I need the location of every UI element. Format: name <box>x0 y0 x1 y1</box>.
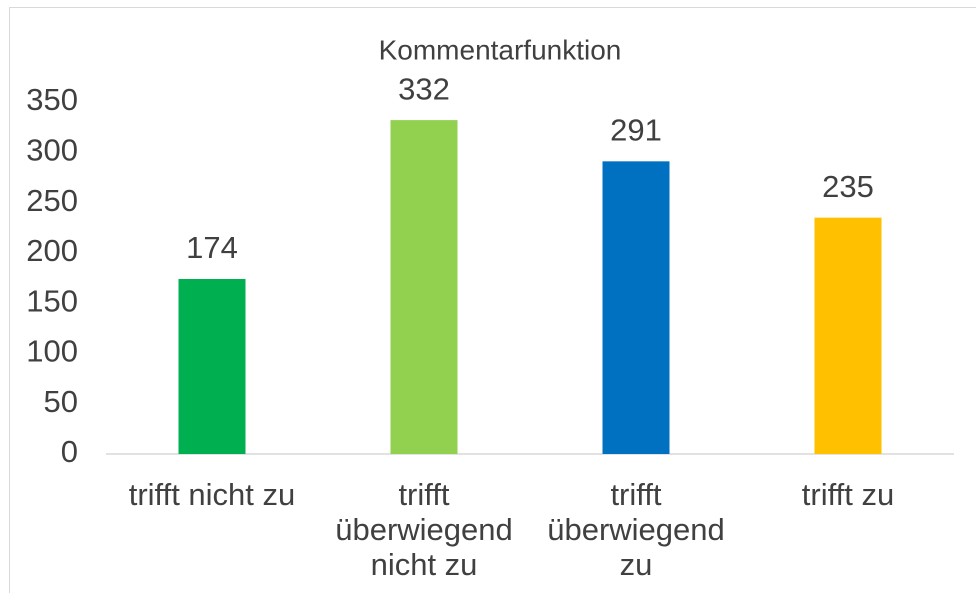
y-tick-label: 150 <box>26 283 78 318</box>
y-tick-label: 0 <box>61 434 78 469</box>
bar <box>178 279 246 454</box>
y-tick-label: 100 <box>26 334 78 369</box>
y-tick-label: 50 <box>44 384 78 419</box>
data-label: 235 <box>822 169 874 204</box>
bar <box>602 161 670 454</box>
x-tick-label: trifft überwiegend zu <box>547 477 725 582</box>
y-tick-label: 200 <box>26 233 78 268</box>
chart-border <box>9 7 976 593</box>
data-label: 291 <box>610 113 662 148</box>
x-tick-label: trifft nicht zu <box>128 477 296 512</box>
data-label: 332 <box>398 71 450 106</box>
y-tick-label: 350 <box>26 82 78 117</box>
x-tick-label: trifft überwiegend nicht zu <box>335 477 513 582</box>
data-label: 174 <box>186 230 238 265</box>
bar <box>390 120 458 455</box>
y-tick-label: 300 <box>26 132 78 167</box>
y-tick-label: 250 <box>26 183 78 218</box>
x-tick-label: trifft zu <box>801 477 895 512</box>
chart-title: Kommentarfunktion <box>379 34 622 65</box>
bar <box>814 217 882 454</box>
